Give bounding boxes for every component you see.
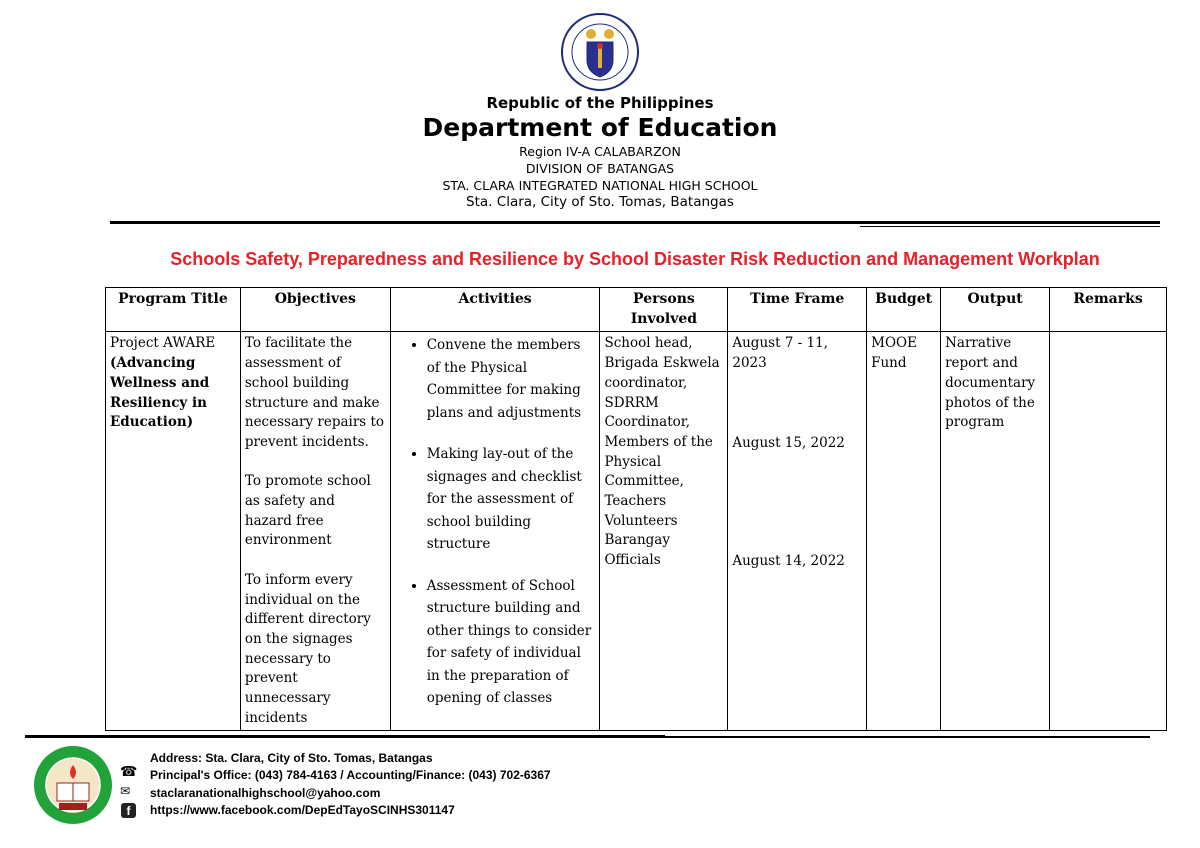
division-line: DIVISION OF BATANGAS [525, 161, 675, 176]
cell-output: Narrative report and documentary photos … [940, 331, 1051, 732]
school-name: STA. CLARA INTEGRATED NATIONAL HIGH SCHO… [442, 178, 758, 193]
facebook-icon: f [121, 803, 136, 818]
time-frame: August 15, 2022 [732, 435, 845, 452]
col-persons-involved: Persons Involved [599, 286, 729, 333]
objective: To inform every individual on the differ… [244, 571, 371, 726]
footer-facebook-link[interactable]: https://www.facebook.com/DepEdTayoSCINHS… [150, 803, 455, 817]
footer-phone: Principal's Office: (043) 784-4163 / Acc… [150, 768, 551, 782]
activity: Making lay-out of the signages and check… [427, 443, 596, 556]
deped-seal-logo [561, 13, 639, 91]
col-remarks: Remarks [1049, 286, 1167, 333]
col-output: Output [940, 286, 1051, 333]
mail-icon: ✉ [120, 784, 131, 798]
cell-program-title: Project AWARE (Advancing Wellness and Res… [105, 331, 241, 732]
time-frame: August 14, 2022 [732, 553, 845, 570]
header-divider [110, 221, 1160, 224]
cell-objectives: To facilitate the assessment of school b… [239, 331, 391, 732]
cell-budget: MOOE Fund [866, 331, 942, 732]
objective: To promote school as safety and hazard f… [244, 473, 371, 549]
republic-line: Republic of the Philippines [486, 94, 714, 112]
table-header-row: Program Title Objectives Activities Pers… [105, 286, 1167, 333]
workplan-table: Program Title Objectives Activities Pers… [105, 286, 1167, 732]
phone-icon: ☎ [120, 764, 138, 780]
footer-email[interactable]: staclaranationalhighschool@yahoo.com [150, 786, 381, 800]
col-budget: Budget [866, 286, 942, 333]
cell-remarks [1049, 331, 1167, 732]
col-activities: Activities [389, 286, 601, 333]
cell-persons: School head, Brigada Eskwela coordinator… [599, 331, 729, 732]
school-location: Sta. Clara, City of Sto. Tomas, Batangas [466, 194, 734, 210]
header-divider-thin [860, 226, 1160, 227]
footer-divider [25, 735, 665, 738]
school-logo [34, 746, 112, 824]
activity: Assessment of School structure building … [427, 575, 596, 710]
time-frame: August 7 - 11, 2023 [732, 335, 828, 372]
activity: Convene the members of the Physical Comm… [427, 334, 596, 424]
department-name: Department of Education [422, 113, 778, 142]
footer-address: Address: Sta. Clara, City of Sto. Tomas,… [150, 751, 433, 765]
region-line: Region IV-A CALABARZON [519, 144, 681, 159]
col-time-frame: Time Frame [727, 286, 868, 333]
footer-divider-right [660, 736, 1150, 738]
document-title: Schools Safety, Preparedness and Resilie… [170, 249, 1100, 269]
program-name: Project AWARE [110, 335, 216, 352]
col-program-title: Program Title [105, 286, 241, 333]
objective: To facilitate the assessment of school b… [244, 335, 385, 450]
cell-activities: Convene the members of the Physical Comm… [389, 331, 601, 732]
cell-time-frame: August 7 - 11, 2023 August 15, 2022 Augu… [727, 331, 868, 732]
table-row: Project AWARE (Advancing Wellness and Res… [105, 331, 1167, 732]
col-objectives: Objectives [239, 286, 391, 333]
program-fullname: (Advancing Wellness and Resiliency in Ed… [110, 355, 210, 431]
